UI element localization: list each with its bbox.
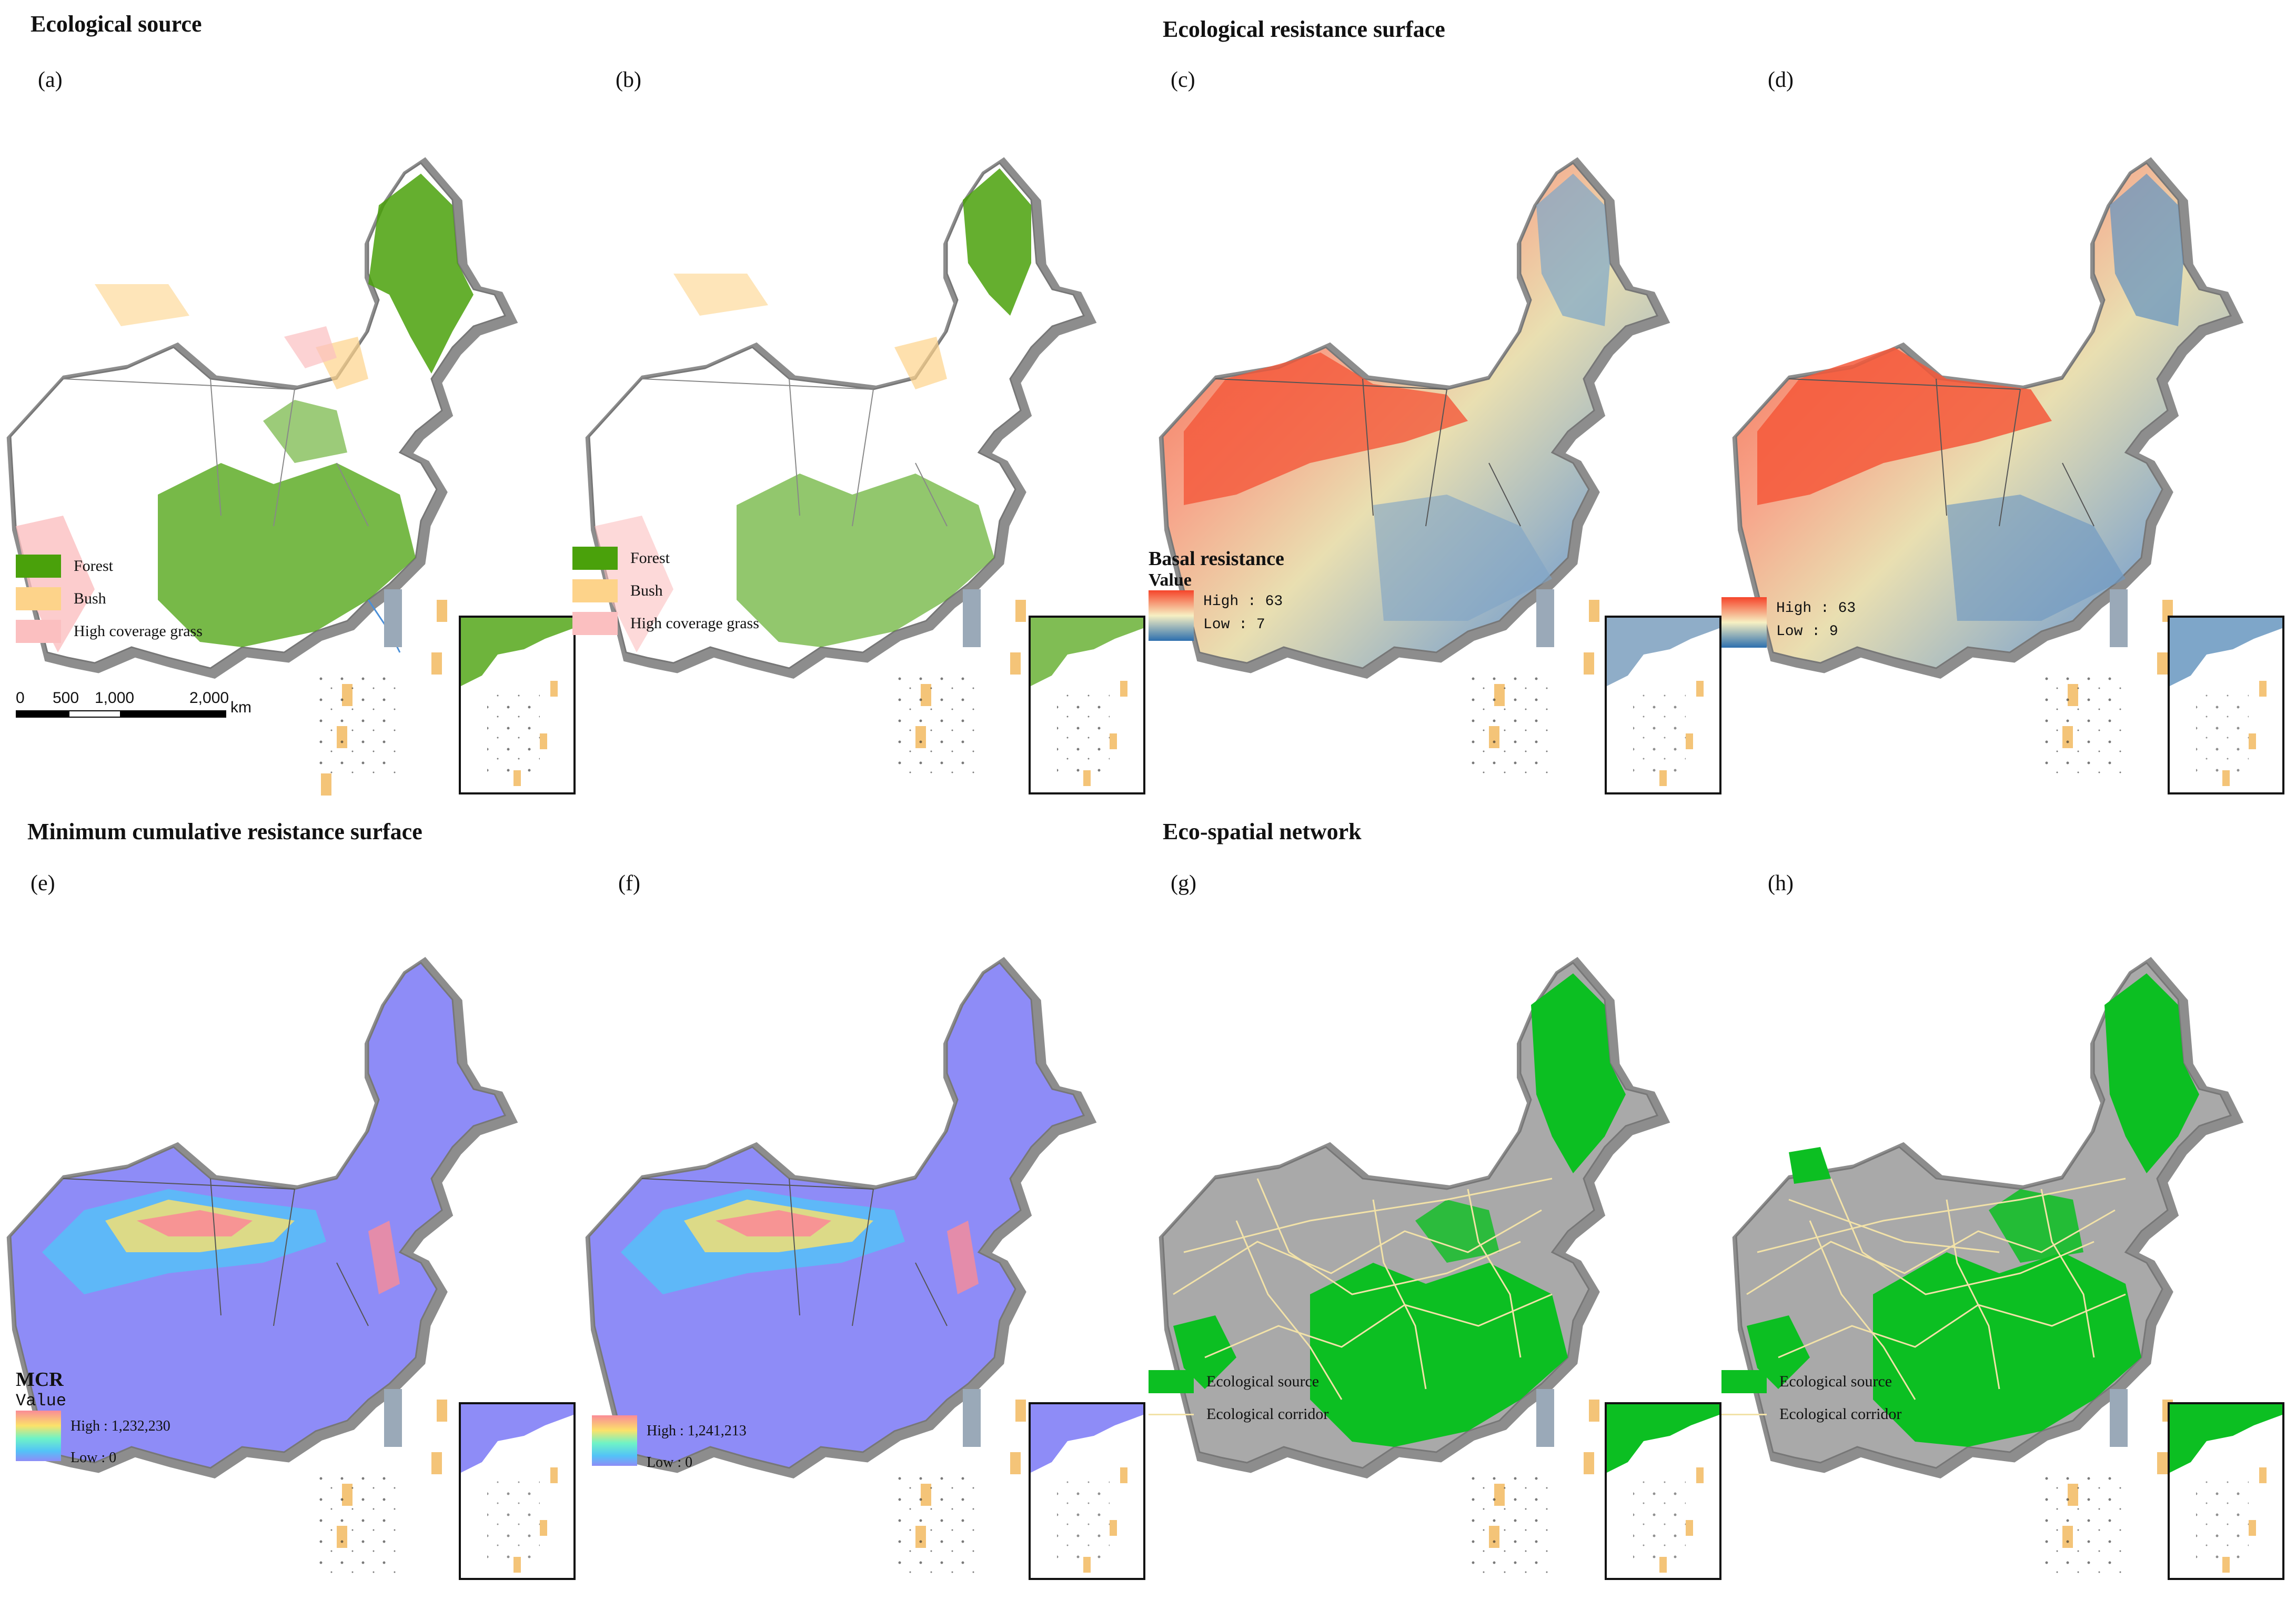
section-title-ecological-source: Ecological source	[31, 11, 202, 37]
legend-label-grass: High coverage grass	[74, 622, 203, 640]
section-title-mcr-surface: Minimum cumulative resistance surface	[27, 819, 422, 844]
panel-label-e: (e)	[31, 871, 55, 895]
legend-label-grass: High coverage grass	[630, 615, 759, 632]
legend-high-d: High : 63	[1776, 600, 1856, 617]
legend-mcr-e: MCR Value High : 1,232,230 Low : 0	[16, 1368, 170, 1474]
inset-south-china-sea-f	[1029, 1402, 1145, 1580]
source-swatch	[1149, 1370, 1194, 1393]
map-panel-a	[0, 126, 526, 810]
scale-tick-1000: 1,000	[95, 689, 135, 707]
map-panel-c	[1152, 126, 1678, 810]
legend-label-bush: Bush	[74, 590, 106, 607]
scale-unit: km	[230, 699, 251, 716]
section-title-resistance-surface: Ecological resistance surface	[1163, 16, 1445, 42]
mcr-gradient-swatch	[592, 1415, 637, 1466]
basal-gradient-swatch	[1149, 590, 1194, 641]
legend-network-h: Ecological source Ecological corridor	[1721, 1365, 1901, 1431]
legend-landcover-b: Forest Bush High coverage grass	[572, 542, 759, 640]
legend-title-mcr: MCR	[16, 1368, 64, 1391]
map-panel-b	[579, 126, 1105, 810]
bush-swatch	[16, 587, 61, 610]
corridor-swatch	[1149, 1413, 1194, 1415]
china-map-resistance-c	[1152, 126, 1678, 779]
legend-label-corridor: Ecological corridor	[1779, 1405, 1902, 1423]
map-panel-h	[1726, 926, 2252, 1610]
mcr-gradient-swatch	[16, 1411, 61, 1461]
legend-low-e: Low : 0	[71, 1450, 117, 1466]
panel-label-c: (c)	[1171, 68, 1195, 92]
china-map-mcr-e	[0, 926, 526, 1578]
legend-high-e: High : 1,232,230	[71, 1418, 170, 1434]
legend-basal-c: Basal resistance Value High : 63 Low : 7	[1149, 547, 1284, 641]
map-panel-g	[1152, 926, 1678, 1610]
panel-label-a: (a)	[38, 68, 63, 92]
legend-low-f: Low : 0	[647, 1454, 693, 1471]
source-swatch	[1721, 1370, 1767, 1393]
china-map-network-g	[1152, 926, 1678, 1578]
inset-south-china-sea-b	[1029, 616, 1145, 794]
inset-south-china-sea-c	[1605, 616, 1721, 794]
legend-label-bush: Bush	[630, 582, 663, 599]
forest-swatch	[16, 555, 61, 578]
legend-low-c: Low : 7	[1203, 617, 1265, 633]
forest-swatch	[572, 547, 618, 570]
map-panel-f	[579, 926, 1105, 1610]
china-map-mcr-f	[579, 926, 1105, 1578]
inset-south-china-sea-d	[2168, 616, 2284, 794]
legend-landcover-a: Forest Bush High coverage grass	[16, 550, 203, 648]
china-map-resistance-d	[1726, 126, 2252, 779]
map-panel-e	[0, 926, 526, 1610]
bush-swatch	[572, 579, 618, 602]
inset-south-china-sea-g	[1605, 1402, 1721, 1580]
scale-bar: 0 500 1,000 2,000 km	[16, 689, 253, 721]
china-map-landcover-b	[579, 126, 1105, 779]
china-map-landcover-a	[0, 126, 526, 796]
legend-subtitle-value: Value	[1149, 570, 1192, 590]
grass-swatch	[16, 620, 61, 643]
legend-subtitle-value: Value	[16, 1391, 67, 1411]
panel-label-h: (h)	[1768, 871, 1794, 895]
legend-label-source: Ecological source	[1206, 1373, 1320, 1390]
china-map-network-h	[1726, 926, 2252, 1578]
inset-south-china-sea-a	[459, 616, 576, 794]
legend-high-c: High : 63	[1203, 593, 1283, 610]
corridor-swatch	[1721, 1413, 1767, 1415]
basal-gradient-swatch	[1721, 597, 1767, 648]
panel-label-g: (g)	[1171, 871, 1196, 895]
legend-label-forest: Forest	[74, 557, 113, 575]
inset-south-china-sea-h	[2168, 1402, 2284, 1580]
legend-high-f: High : 1,241,213	[647, 1423, 747, 1439]
scale-tick-500: 500	[53, 689, 79, 707]
legend-label-source: Ecological source	[1779, 1373, 1892, 1390]
legend-title-basal: Basal resistance	[1149, 548, 1284, 570]
legend-basal-d: High : 63 Low : 9	[1721, 597, 1856, 648]
panel-label-f: (f)	[618, 871, 640, 895]
scale-tick-0: 0	[16, 689, 25, 707]
panel-label-d: (d)	[1768, 68, 1794, 92]
scale-tick-2000: 2,000	[189, 689, 229, 707]
section-title-eco-network: Eco-spatial network	[1163, 819, 1362, 844]
legend-label-corridor: Ecological corridor	[1206, 1405, 1329, 1423]
legend-network-g: Ecological source Ecological corridor	[1149, 1365, 1328, 1431]
legend-label-forest: Forest	[630, 549, 670, 567]
map-panel-d	[1726, 126, 2252, 810]
grass-swatch	[572, 612, 618, 635]
panel-label-b: (b)	[616, 68, 641, 92]
inset-south-china-sea-e	[459, 1402, 576, 1580]
legend-low-d: Low : 9	[1776, 623, 1838, 640]
legend-mcr-f: High : 1,241,213 Low : 0	[592, 1415, 747, 1478]
